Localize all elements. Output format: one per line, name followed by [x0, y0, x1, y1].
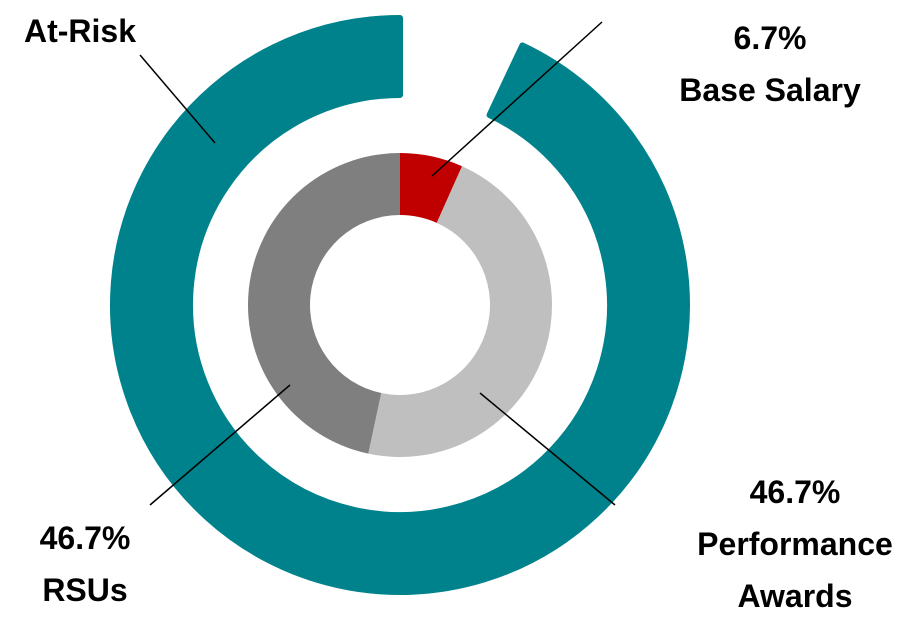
- leader-line: [431, 21, 603, 177]
- leader-line: [139, 54, 216, 144]
- donut-segment: [247, 153, 400, 454]
- value-label: 6.7%: [733, 20, 807, 56]
- category-label: RSUs: [42, 572, 128, 608]
- leader-line: [149, 384, 291, 506]
- value-label: 46.7%: [749, 474, 841, 510]
- outer-label: At-Risk: [23, 13, 136, 49]
- category-label: Performance Awards: [697, 526, 893, 614]
- donut-segment: [400, 153, 463, 223]
- value-label: 46.7%: [39, 520, 131, 556]
- donut-segment: [368, 166, 553, 458]
- outer-arc: [110, 15, 690, 595]
- category-label: Base Salary: [679, 72, 861, 108]
- leader-lines: [139, 21, 616, 506]
- leader-line: [479, 392, 616, 506]
